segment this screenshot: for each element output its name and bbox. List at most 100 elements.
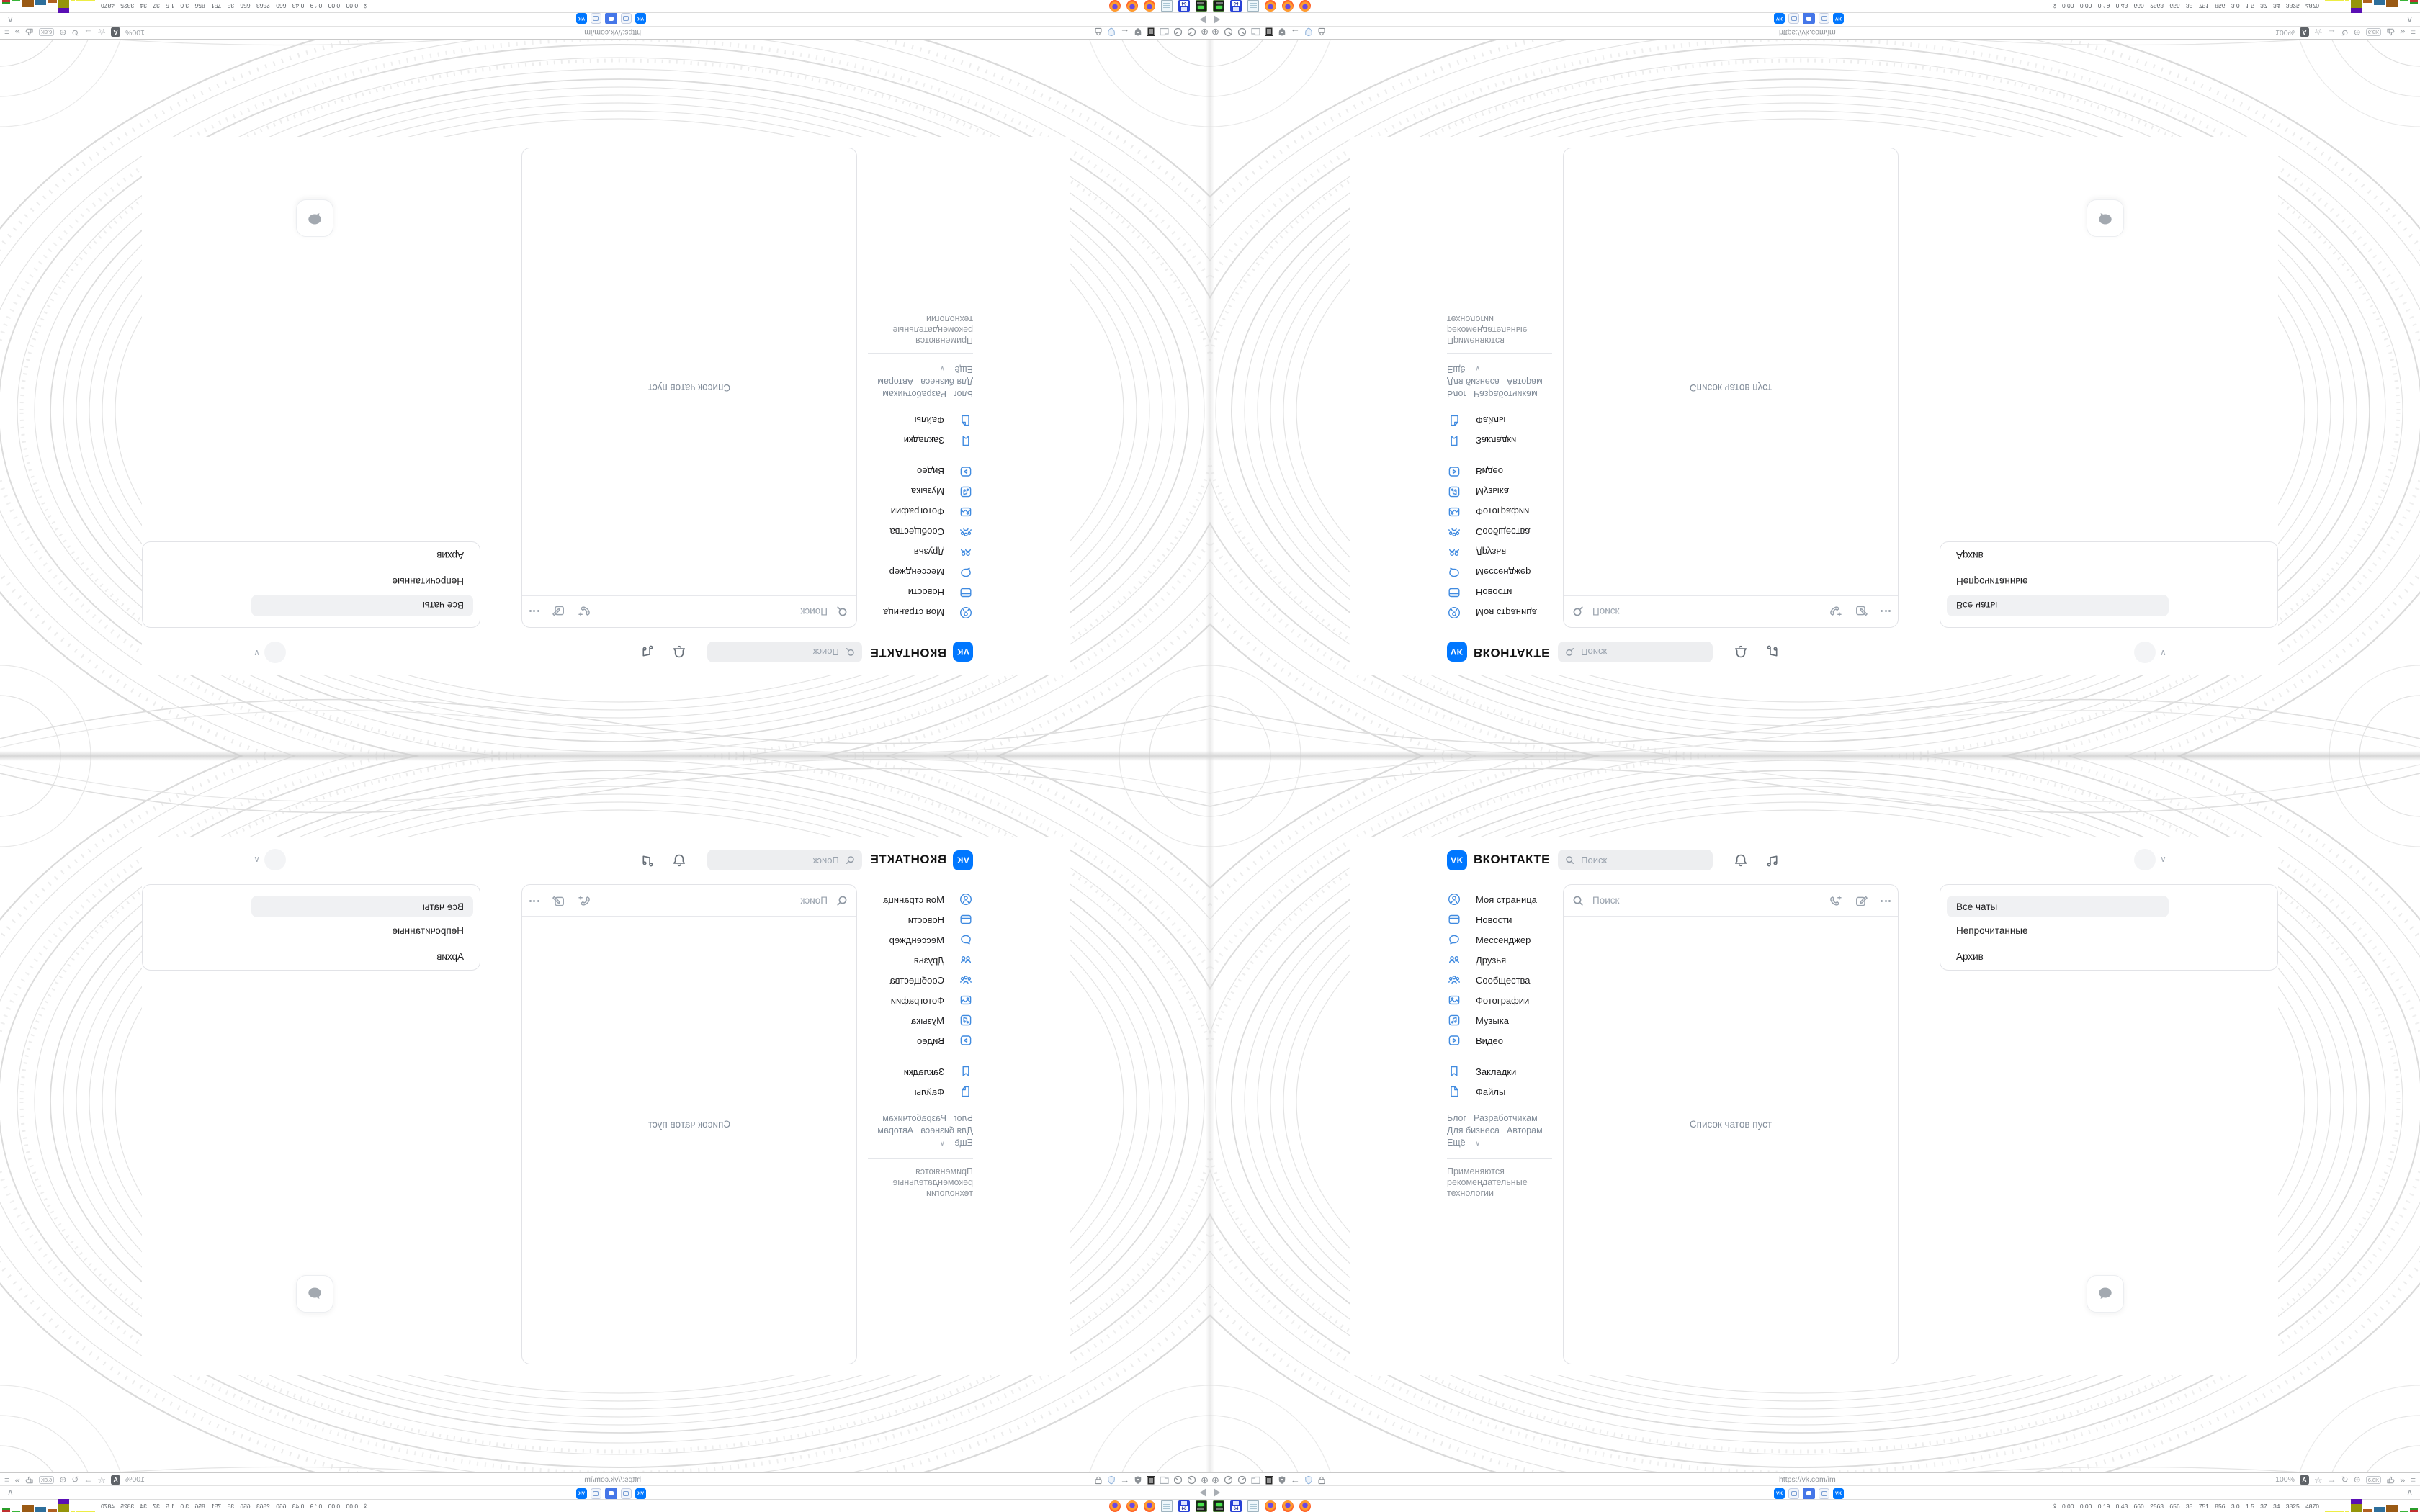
thumb-up-icon[interactable] (2386, 1475, 2395, 1484)
shield-outline-icon[interactable] (1304, 1475, 1313, 1485)
ellipsis-icon[interactable] (1881, 899, 1891, 902)
footer-link-developers[interactable]: Разработчикам (882, 1113, 946, 1123)
globe-icon[interactable]: ⊕ (1201, 27, 1209, 38)
gauge-icon[interactable] (1173, 28, 1183, 37)
notepad-icon[interactable] (1247, 0, 1259, 12)
drive-icon[interactable] (1196, 0, 1207, 12)
sidebar-item-photos[interactable]: Фотографии (858, 502, 973, 522)
gauge-icon[interactable] (1224, 28, 1233, 37)
sidebar-item-video[interactable]: Видео (1447, 1030, 1562, 1050)
arrow-left-icon[interactable]: ← (1290, 1474, 1300, 1485)
globe-icon[interactable]: ⊕ (2353, 27, 2361, 37)
shield-icon[interactable] (1278, 1475, 1286, 1485)
arrow-right-icon[interactable]: → (84, 1475, 93, 1485)
globe-icon[interactable]: ⊕ (2353, 1475, 2361, 1485)
floppy-64-icon[interactable]: 64 (1230, 0, 1242, 12)
collapse-caret-icon[interactable]: ∧ (2406, 15, 2413, 25)
trash-icon[interactable] (1265, 28, 1273, 37)
sidebar-item-files[interactable]: Файлы (858, 1081, 973, 1102)
thumb-up-icon[interactable] (25, 28, 34, 37)
refresh-icon[interactable]: ↻ (2341, 27, 2349, 37)
chevron-down-icon[interactable]: ∨ (254, 854, 260, 864)
gauge-icon[interactable] (1173, 1475, 1183, 1485)
tab-active[interactable] (605, 1487, 617, 1500)
sidebar-item-messenger[interactable]: Мессенджер (1447, 562, 1562, 582)
footer-link-authors[interactable]: Авторам (1506, 1125, 1543, 1135)
footer-link-authors[interactable]: Авторам (1506, 377, 1543, 387)
sidebar-item-news[interactable]: Новости (858, 909, 973, 930)
sidebar-item-messenger[interactable]: Мессенджер (858, 930, 973, 950)
shield-outline-icon[interactable] (1304, 28, 1313, 37)
sidebar-item-my-page[interactable]: Моя страница (1447, 603, 1562, 623)
tab-messenger[interactable] (1819, 13, 1829, 24)
firefox-icon[interactable] (1126, 1500, 1138, 1512)
arrow-left-icon[interactable]: ← (1120, 27, 1130, 38)
translate-icon[interactable]: A (2299, 1475, 2309, 1485)
footer-link-more[interactable]: Ещё ∨ (933, 362, 973, 375)
chat-search-input[interactable] (610, 894, 829, 906)
header-search-input[interactable] (714, 646, 841, 658)
firefox-icon[interactable] (1299, 0, 1311, 12)
sidebar-item-music[interactable]: Музыка (858, 482, 973, 502)
gauge-icon[interactable] (1224, 1475, 1233, 1485)
sidebar-item-photos[interactable]: Фотографии (858, 990, 973, 1010)
footer-link-business[interactable]: Для бизнеса (1447, 1125, 1500, 1135)
url-bar[interactable]: https://vk.com/im (1779, 1475, 1836, 1484)
sidebar-item-bookmarks[interactable]: Закладки (858, 1061, 973, 1081)
bell-icon[interactable] (671, 852, 687, 868)
sidebar-item-communities[interactable]: Сообщества (1447, 522, 1562, 542)
star-icon[interactable]: ☆ (2313, 27, 2323, 38)
filter-archive[interactable]: Архив (1956, 550, 1984, 562)
avatar[interactable] (2134, 849, 2156, 870)
gauge-icon[interactable] (1237, 1475, 1247, 1485)
sidebar-item-friends[interactable]: Друзья (1447, 542, 1562, 562)
floppy-64-icon[interactable]: 64 (1178, 1500, 1190, 1512)
vk-logo[interactable]: VK (953, 642, 973, 662)
vk-logo-wordmark[interactable]: ВКОНТАКТЕ (870, 646, 946, 660)
chevron-down-icon[interactable]: ∨ (254, 648, 260, 658)
sidebar-item-communities[interactable]: Сообщества (858, 970, 973, 990)
footer-link-developers[interactable]: Разработчикам (1474, 389, 1538, 399)
compose-icon[interactable] (552, 605, 565, 618)
filter-archive[interactable]: Архив (1956, 950, 1984, 962)
compose-icon[interactable] (1855, 894, 1868, 908)
sidebar-item-my-page[interactable]: Моя страница (858, 889, 973, 909)
drive-icon[interactable] (1213, 0, 1224, 12)
ellipsis-icon[interactable] (1881, 610, 1891, 613)
refresh-icon[interactable]: ↻ (2341, 1475, 2349, 1485)
avatar[interactable] (2134, 642, 2156, 663)
sidebar-item-messenger[interactable]: Мессенджер (858, 562, 973, 582)
tab-messenger[interactable] (591, 1488, 601, 1499)
translate-icon[interactable]: A (2299, 27, 2309, 37)
filter-archive[interactable]: Архив (436, 950, 464, 962)
music-notes-icon[interactable] (1765, 852, 1780, 868)
footer-link-business[interactable]: Для бизнеса (1447, 377, 1500, 387)
firefox-icon[interactable] (1126, 0, 1138, 12)
tab-active[interactable] (1803, 12, 1815, 25)
ellipsis-icon[interactable] (529, 899, 539, 902)
header-search-input[interactable] (1579, 854, 1706, 866)
sidebar-item-bookmarks[interactable]: Закладки (1447, 431, 1562, 451)
collapse-caret-icon[interactable]: ∧ (2406, 1487, 2413, 1497)
drive-icon[interactable] (1196, 1500, 1207, 1512)
floppy-64-icon[interactable]: 64 (1178, 0, 1190, 12)
footer-link-blog[interactable]: Блог (1447, 1113, 1467, 1123)
call-add-icon[interactable] (1829, 605, 1842, 618)
tab-vk[interactable]: VK (1774, 1488, 1785, 1499)
arrow-right-icon[interactable]: → (2327, 27, 2336, 37)
support-chat-fab[interactable] (296, 199, 333, 237)
compose-icon[interactable] (552, 894, 565, 908)
bell-icon[interactable] (1733, 644, 1749, 660)
sidebar-item-friends[interactable]: Друзья (1447, 950, 1562, 970)
filter-unread[interactable]: Непрочитанные (1956, 576, 2028, 588)
footer-link-more[interactable]: Ещё ∨ (933, 1137, 973, 1150)
firefox-icon[interactable] (1282, 1500, 1294, 1512)
filter-all-chats[interactable]: Все чаты (251, 595, 473, 616)
play-icon[interactable] (1200, 15, 1206, 24)
arrow-right-icon[interactable]: → (84, 27, 93, 37)
filter-unread[interactable]: Непрочитанные (392, 924, 464, 936)
sidebar-item-files[interactable]: Файлы (1447, 1081, 1562, 1102)
vk-logo[interactable]: VK (1447, 850, 1467, 870)
footer-link-blog[interactable]: Блог (1447, 389, 1467, 399)
folder-icon[interactable] (1160, 1475, 1169, 1484)
